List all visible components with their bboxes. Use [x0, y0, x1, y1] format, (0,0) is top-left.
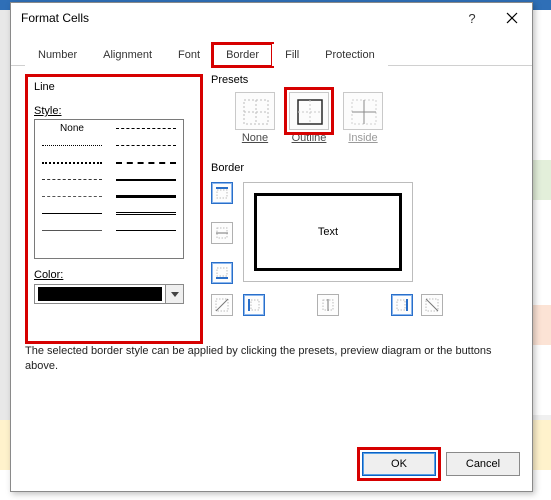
line-style-option[interactable]: [109, 171, 183, 188]
diag-up-icon: [214, 297, 230, 313]
line-style-option[interactable]: [35, 137, 109, 154]
border-left-button[interactable]: [243, 294, 265, 316]
cancel-button-label: Cancel: [466, 458, 500, 470]
preset-inside-icon: [343, 92, 383, 130]
chevron-down-icon: [165, 285, 183, 303]
close-icon: [506, 12, 518, 24]
cancel-button[interactable]: Cancel: [446, 452, 520, 476]
border-bottom-button[interactable]: [211, 262, 233, 284]
titlebar: Format Cells ?: [11, 3, 532, 33]
border-group-label: Border: [209, 162, 246, 174]
tab-protection[interactable]: Protection: [312, 44, 388, 66]
preset-none-icon: [235, 92, 275, 130]
border-preview-text: Text: [254, 193, 402, 271]
line-group-label: Line: [34, 81, 194, 93]
line-style-option[interactable]: [109, 188, 183, 205]
dialog-content: Line Style: None Color: Presets None Out: [11, 66, 532, 445]
preset-inside[interactable]: Inside: [343, 92, 383, 144]
close-button[interactable]: [492, 3, 532, 33]
line-style-option[interactable]: [109, 120, 183, 137]
tab-number[interactable]: Number: [25, 44, 90, 66]
line-style-option[interactable]: [109, 137, 183, 154]
preset-none-label: None: [242, 132, 268, 144]
border-diag-up-button[interactable]: [211, 294, 233, 316]
presets-row: None Outline Inside: [235, 92, 383, 144]
help-icon: ?: [468, 11, 475, 26]
tabs: Number Alignment Font Border Fill Protec…: [11, 33, 532, 66]
preset-outline-label: Outline: [292, 132, 327, 144]
preset-none[interactable]: None: [235, 92, 275, 144]
border-mid-v-icon: [320, 297, 336, 313]
dialog-title: Format Cells: [21, 11, 452, 25]
border-top-button[interactable]: [211, 182, 233, 204]
ok-button-label: OK: [391, 458, 407, 470]
border-middle-h-button[interactable]: [211, 222, 233, 244]
border-mid-h-icon: [214, 225, 230, 241]
color-dropdown[interactable]: [34, 284, 184, 304]
line-style-list[interactable]: None: [34, 119, 184, 259]
presets-group-label: Presets: [209, 74, 250, 86]
tab-fill[interactable]: Fill: [272, 44, 312, 66]
preset-outline-icon: [289, 92, 329, 130]
line-style-option[interactable]: [35, 171, 109, 188]
border-right-button[interactable]: [391, 294, 413, 316]
tab-font[interactable]: Font: [165, 44, 213, 66]
tab-border[interactable]: Border: [213, 44, 272, 66]
border-left-icon: [246, 297, 262, 313]
line-style-option[interactable]: [109, 154, 183, 171]
line-style-option[interactable]: [109, 205, 183, 222]
format-cells-dialog: Format Cells ? Number Alignment Font Bor…: [10, 2, 533, 492]
preset-inside-label: Inside: [348, 132, 377, 144]
border-middle-v-button[interactable]: [317, 294, 339, 316]
line-style-option[interactable]: None: [35, 120, 109, 137]
line-style-option[interactable]: [35, 154, 109, 171]
dialog-buttons: OK Cancel: [11, 445, 532, 491]
color-swatch: [38, 287, 162, 301]
style-label: Style:: [34, 105, 194, 117]
border-area: Text: [209, 176, 509, 316]
border-right-icon: [394, 297, 410, 313]
diag-down-icon: [424, 297, 440, 313]
preset-outline[interactable]: Outline: [289, 92, 329, 144]
hint-text: The selected border style can be applied…: [25, 344, 518, 374]
line-style-option[interactable]: [35, 205, 109, 222]
line-style-option[interactable]: [35, 188, 109, 205]
border-preview[interactable]: Text: [243, 182, 413, 282]
color-label: Color:: [34, 269, 194, 281]
border-top-icon: [214, 185, 230, 201]
help-button[interactable]: ?: [452, 3, 492, 33]
line-group: Line Style: None Color:: [25, 74, 203, 344]
tab-alignment[interactable]: Alignment: [90, 44, 165, 66]
line-style-option[interactable]: [109, 222, 183, 239]
ok-button[interactable]: OK: [362, 452, 436, 476]
border-diag-down-button[interactable]: [421, 294, 443, 316]
line-style-option[interactable]: [35, 222, 109, 239]
border-bottom-icon: [214, 265, 230, 281]
